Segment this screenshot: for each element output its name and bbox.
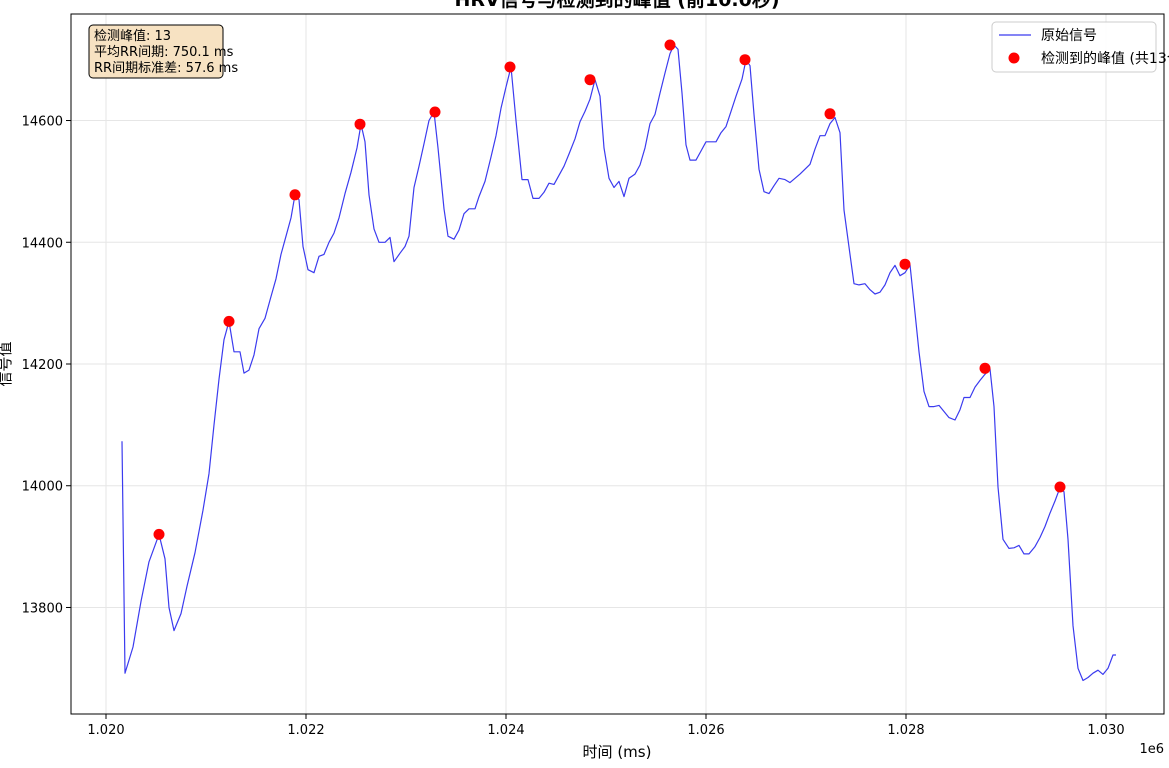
y-tick-label: 14000 [22, 480, 63, 495]
axis-ticks: 1.020 1.022 1.024 1.026 1.028 1.030 13800 14000… [22, 115, 1125, 738]
peak-marker [824, 108, 836, 120]
y-tick-label: 13800 [22, 601, 63, 616]
legend-label-signal: 原始信号 [1041, 28, 1097, 44]
peak-marker [584, 74, 596, 86]
plot-area [121, 39, 1116, 682]
legend: 原始信号 检测到的峰值 (共13个) [991, 21, 1169, 73]
peak-marker [429, 106, 441, 118]
legend-label-peaks: 检测到的峰值 (共13个) [1041, 51, 1169, 67]
x-tick-label: 1.024 [487, 723, 524, 738]
x-tick-label: 1.028 [887, 723, 924, 738]
peak-marker [223, 315, 235, 327]
peak-marker [899, 258, 911, 270]
y-axis-label: 信号值 [0, 341, 14, 386]
peak-marker [664, 39, 676, 51]
stats-box: 检测峰值: 13 平均RR间期: 750.1 ms RR间期标准差: 57.6 … [88, 24, 238, 79]
peak-marker [979, 362, 991, 374]
stats-peak-count: 检测峰值: 13 [94, 28, 171, 44]
x-tick-label: 1.020 [87, 723, 124, 738]
stats-mean-rr: 平均RR间期: 750.1 ms [94, 45, 234, 60]
peak-marker [1054, 481, 1066, 493]
grid [71, 14, 1164, 714]
x-tick-label: 1.022 [287, 723, 324, 738]
peak-marker [153, 528, 165, 540]
x-tick-label: 1.026 [687, 723, 724, 738]
peak-marker [289, 189, 301, 201]
peak-marker [739, 54, 751, 66]
signal-line [121, 44, 1116, 682]
x-axis-label: 时间 (ms) [583, 743, 652, 761]
x-tick-label: 1.030 [1087, 723, 1124, 738]
stats-rr-std: RR间期标准差: 57.6 ms [94, 61, 238, 76]
y-tick-label: 14600 [22, 115, 63, 130]
y-tick-label: 14400 [22, 236, 63, 251]
x-offset-label: 1e6 [1139, 742, 1164, 757]
chart-title: HRV信号与检测到的峰值 (前10.0秒) [454, 0, 779, 11]
y-tick-label: 14200 [22, 358, 63, 373]
peak-marker [354, 118, 366, 130]
peak-marker [504, 61, 516, 73]
legend-marker-swatch [1008, 52, 1020, 64]
